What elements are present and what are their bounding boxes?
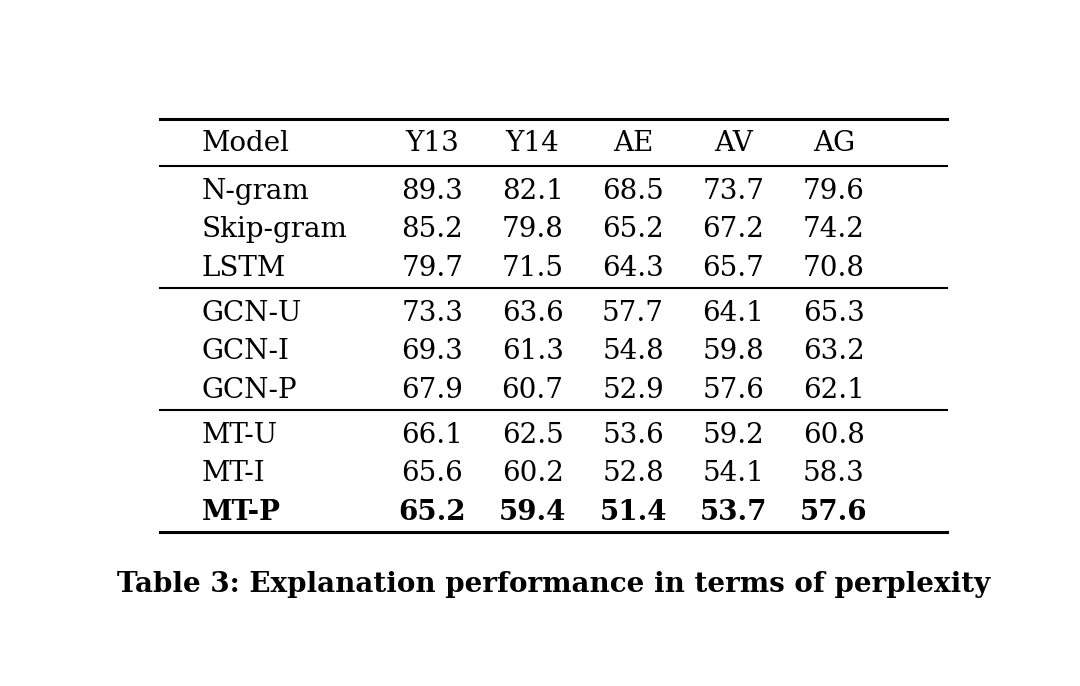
Text: 52.8: 52.8	[603, 460, 664, 488]
Text: 60.8: 60.8	[802, 422, 865, 449]
Text: 53.7: 53.7	[700, 499, 767, 526]
Text: 67.2: 67.2	[702, 217, 765, 244]
Text: 63.2: 63.2	[804, 338, 865, 366]
Text: 62.1: 62.1	[802, 377, 865, 404]
Text: 67.9: 67.9	[401, 377, 463, 404]
Text: 65.7: 65.7	[702, 255, 765, 282]
Text: 73.3: 73.3	[401, 300, 463, 327]
Text: 62.5: 62.5	[502, 422, 564, 449]
Text: 64.1: 64.1	[702, 300, 765, 327]
Text: AE: AE	[612, 130, 653, 156]
Text: 65.3: 65.3	[804, 300, 865, 327]
Text: 59.4: 59.4	[499, 499, 566, 526]
Text: 60.7: 60.7	[501, 377, 564, 404]
Text: 65.6: 65.6	[402, 460, 463, 488]
Text: 69.3: 69.3	[402, 338, 463, 366]
Text: 70.8: 70.8	[802, 255, 865, 282]
Text: Y13: Y13	[405, 130, 459, 156]
Text: 53.6: 53.6	[603, 422, 664, 449]
Text: 64.3: 64.3	[603, 255, 664, 282]
Text: 74.2: 74.2	[802, 217, 865, 244]
Text: AG: AG	[813, 130, 855, 156]
Text: MT-U: MT-U	[202, 422, 278, 449]
Text: N-gram: N-gram	[202, 178, 310, 205]
Text: Model: Model	[202, 130, 289, 156]
Text: 65.2: 65.2	[399, 499, 465, 526]
Text: Y14: Y14	[505, 130, 559, 156]
Text: GCN-P: GCN-P	[202, 377, 298, 404]
Text: 73.7: 73.7	[702, 178, 765, 205]
Text: GCN-I: GCN-I	[202, 338, 289, 366]
Text: 54.1: 54.1	[702, 460, 765, 488]
Text: 79.7: 79.7	[401, 255, 463, 282]
Text: 57.7: 57.7	[602, 300, 664, 327]
Text: 60.2: 60.2	[501, 460, 564, 488]
Text: 79.6: 79.6	[802, 178, 865, 205]
Text: 54.8: 54.8	[603, 338, 664, 366]
Text: 59.2: 59.2	[703, 422, 765, 449]
Text: 63.6: 63.6	[502, 300, 564, 327]
Text: 57.6: 57.6	[702, 377, 765, 404]
Text: MT-P: MT-P	[202, 499, 281, 526]
Text: MT-I: MT-I	[202, 460, 266, 488]
Text: 59.8: 59.8	[703, 338, 765, 366]
Text: Table 3: Explanation performance in terms of perplexity: Table 3: Explanation performance in term…	[117, 571, 990, 598]
Text: 65.2: 65.2	[603, 217, 664, 244]
Text: GCN-U: GCN-U	[202, 300, 302, 327]
Text: AV: AV	[714, 130, 753, 156]
Text: 89.3: 89.3	[402, 178, 463, 205]
Text: 82.1: 82.1	[501, 178, 564, 205]
Text: 66.1: 66.1	[401, 422, 463, 449]
Text: 79.8: 79.8	[501, 217, 564, 244]
Text: 85.2: 85.2	[402, 217, 463, 244]
Text: 58.3: 58.3	[804, 460, 865, 488]
Text: Skip-gram: Skip-gram	[202, 217, 348, 244]
Text: 51.4: 51.4	[599, 499, 666, 526]
Text: 68.5: 68.5	[603, 178, 664, 205]
Text: LSTM: LSTM	[202, 255, 286, 282]
Text: 71.5: 71.5	[501, 255, 564, 282]
Text: 61.3: 61.3	[501, 338, 564, 366]
Text: 52.9: 52.9	[603, 377, 664, 404]
Text: 57.6: 57.6	[800, 499, 867, 526]
